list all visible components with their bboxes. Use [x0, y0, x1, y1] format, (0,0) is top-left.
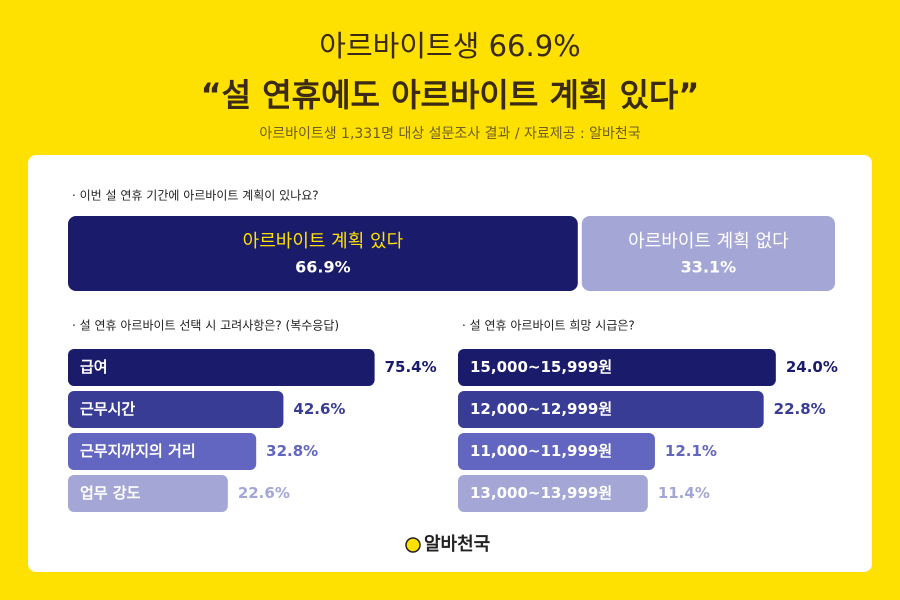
value-label: 22.8%: [774, 400, 826, 418]
category-label: 급여: [80, 358, 108, 376]
category-label: 근무시간: [80, 400, 135, 418]
bar: [68, 391, 284, 428]
category-label: 근무지까지의 거리: [80, 442, 196, 460]
bar: [68, 433, 257, 470]
logo-icon: [405, 537, 421, 553]
value-label: 32.8%: [266, 442, 318, 460]
title: 아르바이트생 66.9%: [319, 29, 580, 63]
subtitle: 아르바이트생 1,331명 대상 설문조사 결과 / 자료제공 : 알바천국: [259, 126, 640, 142]
bar: [458, 475, 648, 512]
bar-segment: [68, 216, 578, 291]
headline: “설 연휴에도 아르바이트 계획 있다”: [201, 76, 700, 114]
value-label: 11.4%: [658, 484, 710, 502]
value-label: 12.1%: [665, 442, 717, 460]
question: · 이번 설 연휴 기간에 아르바이트 계획이 있나요?: [72, 189, 319, 203]
category-label: 아르바이트 계획 있다: [243, 231, 404, 252]
value-label: 66.9%: [295, 258, 351, 277]
logo-text: 알바천국: [424, 534, 490, 555]
bar: [68, 475, 228, 512]
value-label: 22.6%: [238, 484, 290, 502]
bar: [458, 391, 764, 428]
bar: [458, 349, 776, 386]
value-label: 33.1%: [681, 258, 737, 277]
category-label: 11,000~11,999원: [470, 442, 612, 460]
question: · 설 연휴 아르바이트 선택 시 고려사항은? (복수응답): [72, 319, 339, 333]
value-label: 75.4%: [385, 358, 437, 376]
bar-segment: [581, 216, 835, 291]
category-label: 아르바이트 계획 없다: [628, 231, 789, 252]
category-label: 업무 강도: [80, 484, 141, 502]
category-label: 12,000~12,999원: [470, 400, 612, 418]
logo: 알바천국: [405, 534, 490, 555]
value-label: 42.6%: [293, 400, 345, 418]
category-label: 15,000~15,999원: [470, 358, 612, 376]
question: · 설 연휴 아르바이트 희망 시급은?: [462, 319, 635, 333]
category-label: 13,000~13,999원: [470, 484, 612, 502]
bar: [68, 349, 375, 386]
value-label: 24.0%: [786, 358, 838, 376]
bar: [458, 433, 655, 470]
